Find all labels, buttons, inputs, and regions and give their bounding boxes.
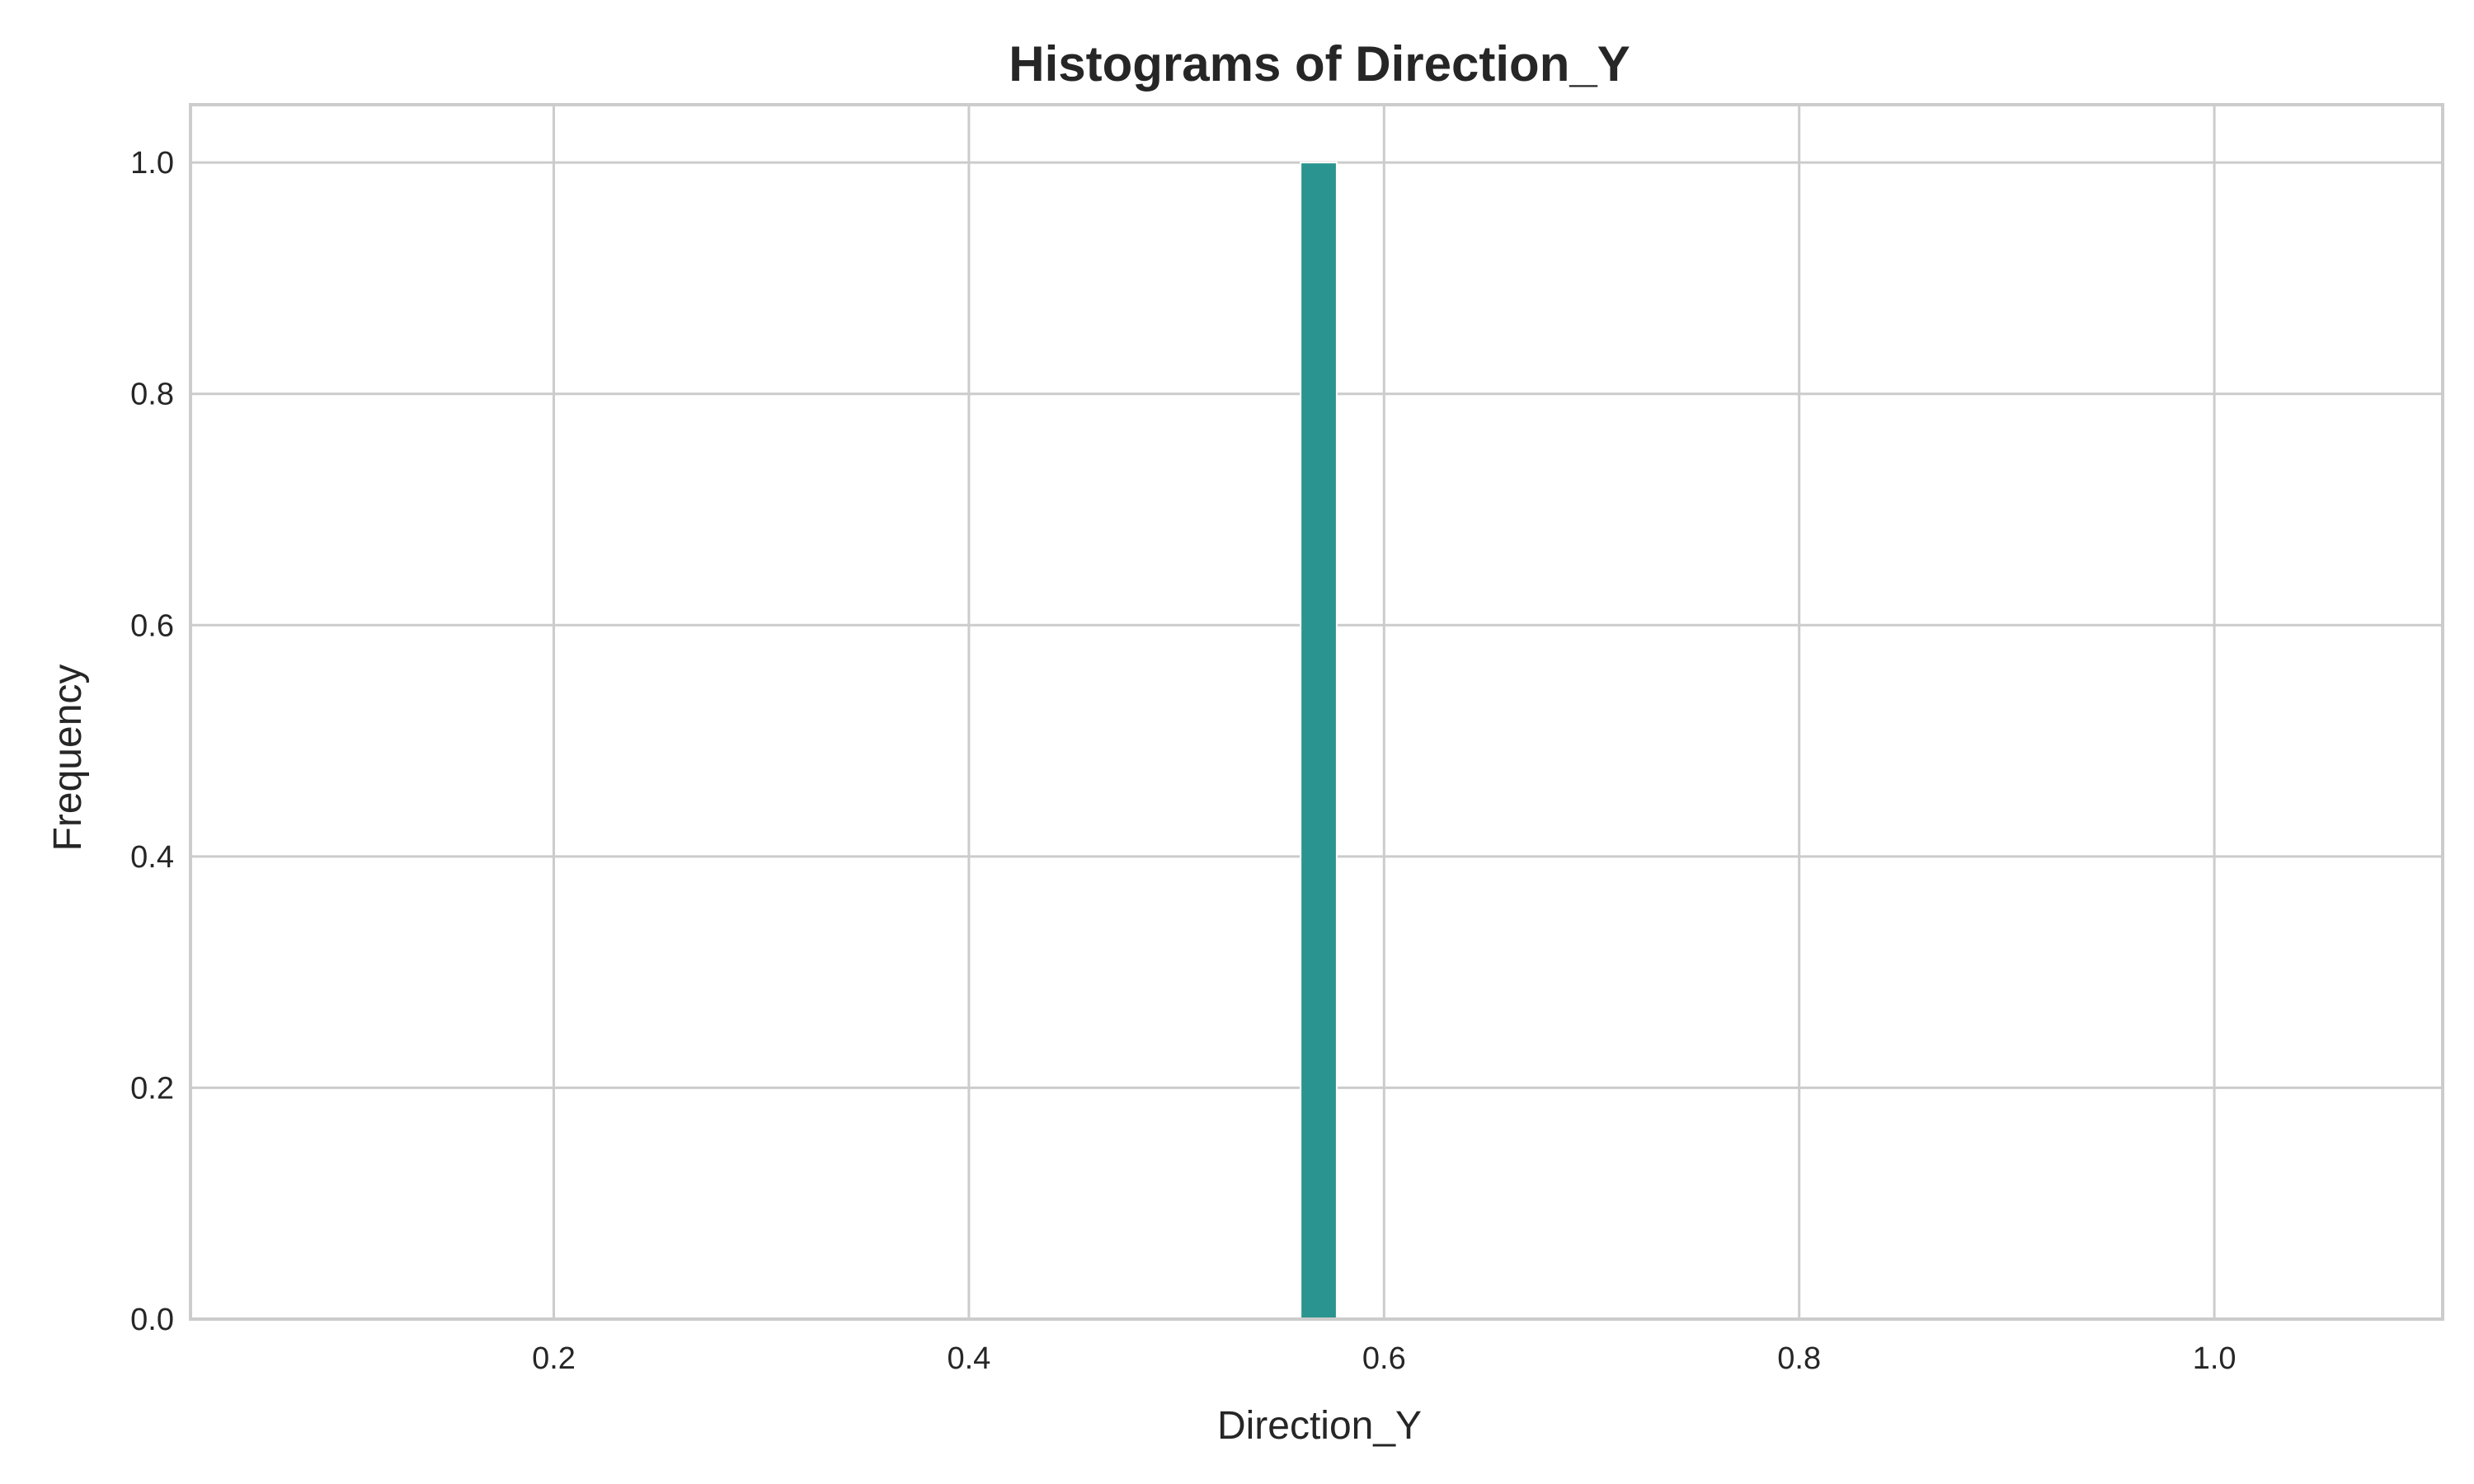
y-tick-label: 1.0 (130, 146, 174, 181)
x-tick-label: 0.6 (1362, 1341, 1406, 1376)
y-tick-label: 0.4 (130, 840, 174, 875)
y-tick-label: 0.6 (130, 608, 174, 643)
y-tick-label: 0.0 (130, 1303, 174, 1337)
y-tick-labels: 0.0 0.2 0.4 0.6 0.8 1.0 (130, 146, 174, 1337)
y-axis-label: Frequency (46, 665, 90, 852)
y-tick-label: 0.2 (130, 1071, 174, 1106)
x-tick-label: 0.4 (947, 1341, 990, 1376)
x-tick-labels: 0.2 0.4 0.6 0.8 1.0 (532, 1341, 2236, 1376)
chart-title: Histograms of Direction_Y (1009, 36, 1630, 92)
x-tick-label: 0.2 (532, 1341, 576, 1376)
y-tick-label: 0.8 (130, 378, 174, 412)
bars (1300, 162, 1338, 1321)
x-tick-label: 0.8 (1777, 1341, 1821, 1376)
x-axis-label: Direction_Y (1217, 1404, 1422, 1448)
histogram-bar (1300, 162, 1338, 1321)
plot-frame (189, 103, 2444, 1321)
x-tick-label: 1.0 (2193, 1341, 2236, 1376)
